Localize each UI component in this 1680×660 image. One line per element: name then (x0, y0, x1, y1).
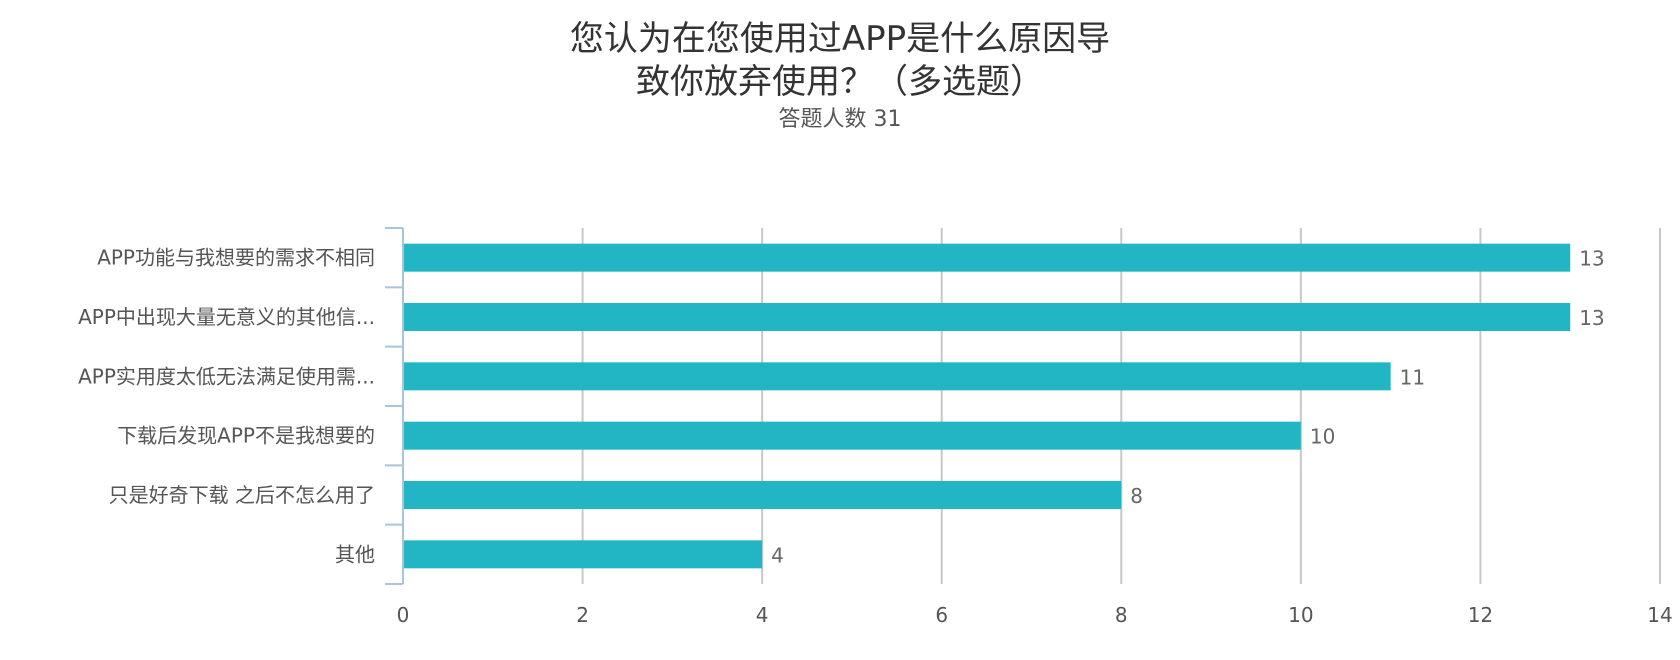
gridlines (581, 228, 1661, 584)
chart-title-line-2: 致你放弃使用？（多选题） (636, 62, 1044, 102)
data-label: 13 (1579, 247, 1604, 271)
x-tick-label: 14 (1647, 603, 1672, 627)
x-tick-label: 12 (1468, 603, 1493, 627)
category-label: 下载后发现APP不是我想要的 (117, 424, 375, 448)
bar (404, 481, 1122, 509)
bar (404, 421, 1301, 450)
data-label: 11 (1400, 365, 1425, 389)
data-label: 8 (1130, 484, 1143, 508)
bar (404, 303, 1571, 331)
data-label: 13 (1579, 306, 1604, 330)
category-label: 其他 (335, 542, 375, 566)
x-tick-label: 10 (1288, 603, 1313, 627)
y-axis (385, 227, 404, 585)
data-label: 4 (771, 543, 784, 567)
x-tick-label: 8 (1115, 603, 1128, 627)
chart-subtitle: 答题人数 31 (779, 107, 902, 132)
x-tick-label: 6 (935, 603, 948, 627)
category-label: APP功能与我想要的需求不相同 (97, 246, 375, 270)
x-tick-label: 4 (756, 603, 769, 627)
labels: 0 2 4 6 8 10 12 14 APP功能与我想要的需求不相同 13 APP中出现大量无意义的… (78, 246, 1673, 627)
chart-title-line-1: 您认为在您使用过APP是什么原因导 (570, 19, 1110, 59)
x-tick-label: 0 (397, 603, 410, 627)
data-label: 10 (1310, 425, 1335, 449)
category-label: 只是好奇下载 之后不怎么用了 (109, 483, 375, 507)
bar (404, 362, 1391, 391)
x-tick-label: 2 (576, 603, 589, 627)
bar (404, 540, 763, 569)
bars (404, 243, 1571, 569)
chart-title: 您认为在您使用过APP是什么原因导 致你放弃使用？（多选题） (570, 19, 1110, 102)
category-label: APP中出现大量无意义的其他信... (78, 305, 375, 329)
bar (404, 243, 1571, 272)
category-label: APP实用度太低无法满足使用需... (78, 364, 375, 388)
